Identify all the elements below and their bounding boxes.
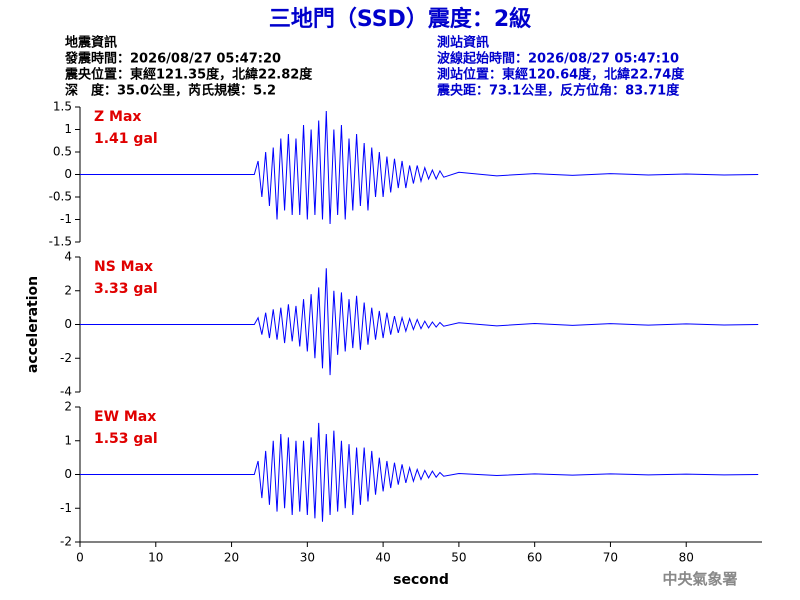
y-axis-label: acceleration	[25, 276, 41, 373]
station-info: 測站位置：東經120.64度，北緯22.74度	[437, 67, 685, 83]
event-info: 發震時間：2026/08/27 05:47:20	[64, 51, 281, 67]
max-annotation: Z Max	[94, 109, 141, 125]
y-tick-label: -1	[60, 212, 72, 226]
y-tick-label: 1.5	[53, 100, 72, 114]
y-tick-label: 2	[64, 283, 72, 297]
station-info: 測站資訊	[437, 35, 489, 51]
waveform	[80, 111, 759, 225]
y-tick-label: 0.5	[53, 145, 72, 159]
y-tick-label: -1	[60, 501, 72, 515]
y-tick-label: -2	[60, 351, 72, 365]
y-tick-label: 0	[64, 467, 72, 481]
y-tick-label: 0	[64, 317, 72, 331]
station-info: 震央距：73.1公里，反方位角：83.71度	[436, 83, 680, 99]
x-tick-label: 30	[300, 551, 315, 565]
y-tick-label: 0	[64, 167, 72, 181]
x-tick-label: 10	[148, 551, 163, 565]
event-info: 深 度：35.0公里，芮氏規模：5.2	[65, 83, 276, 99]
x-tick-label: 40	[375, 551, 390, 565]
max-annotation: 1.41 gal	[94, 131, 158, 147]
y-tick-label: 1	[64, 122, 72, 136]
y-tick-label: 4	[64, 250, 72, 264]
max-annotation: 3.33 gal	[94, 281, 158, 297]
footer: 中央氣象署	[662, 570, 737, 588]
y-tick-label: -2	[60, 535, 72, 549]
x-tick-label: 70	[603, 551, 618, 565]
y-tick-label: -1.5	[49, 235, 72, 249]
y-tick-label: 1	[64, 433, 72, 447]
max-annotation: EW Max	[94, 409, 156, 425]
x-tick-label: 80	[679, 551, 694, 565]
y-tick-label: -0.5	[49, 190, 72, 204]
max-annotation: NS Max	[94, 259, 153, 275]
y-tick-label: 2	[64, 400, 72, 414]
max-annotation: 1.53 gal	[94, 431, 158, 447]
x-tick-label: 20	[224, 551, 239, 565]
x-tick-label: 50	[451, 551, 466, 565]
event-info: 地震資訊	[65, 35, 117, 51]
y-tick-label: -4	[60, 385, 72, 399]
event-info: 震央位置：東經121.35度，北緯22.82度	[64, 67, 313, 83]
x-tick-label: 60	[527, 551, 542, 565]
station-info: 波線起始時間：2026/08/27 05:47:10	[437, 51, 679, 67]
chart-title: 三地門（SSD）震度：2級	[269, 6, 531, 32]
x-tick-label: 0	[76, 551, 84, 565]
waveform	[80, 268, 759, 376]
x-axis-label: second	[393, 572, 449, 588]
waveform	[80, 422, 759, 522]
